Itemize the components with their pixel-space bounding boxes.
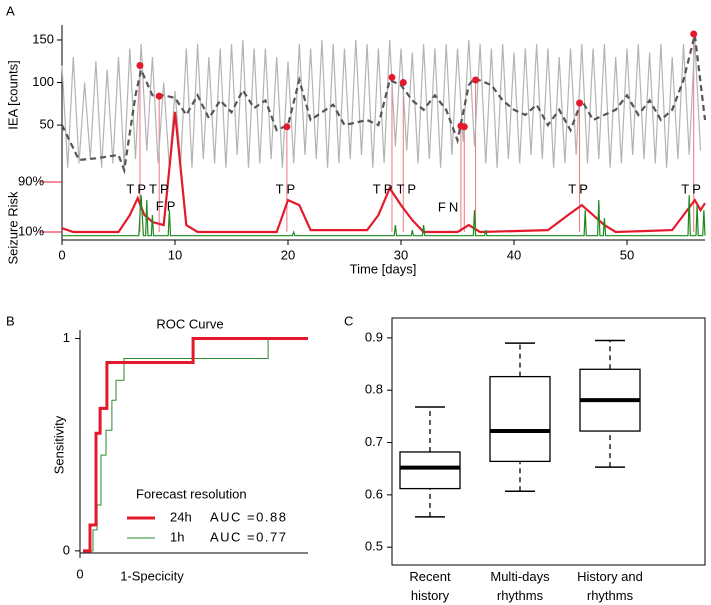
y-tick-label: 150	[32, 31, 54, 46]
series-line	[61, 39, 702, 168]
seizure-dot	[388, 73, 396, 81]
seizure-dot	[472, 76, 480, 84]
legend-auc: AUC =0.88	[210, 509, 287, 524]
annotation: TP	[568, 182, 591, 197]
chart-title: ROC Curve	[156, 316, 223, 331]
legend-label: 24h	[170, 509, 192, 524]
annotation: TP	[373, 182, 396, 197]
y-tick-label: 0.7	[365, 434, 383, 449]
x-tick-label: 20	[281, 247, 295, 262]
seizure-dot	[399, 79, 407, 87]
y-tick-label: 100	[32, 74, 54, 89]
seizure-dot	[576, 99, 584, 107]
seizure-dot	[460, 123, 468, 131]
seizure-dot	[136, 62, 144, 70]
seizure-dot	[690, 30, 698, 38]
c-frame	[391, 317, 706, 566]
annotation: FN	[438, 200, 461, 215]
seizure-dot	[283, 123, 291, 131]
x-tick-label: 0	[76, 566, 83, 581]
panel-label: B	[6, 313, 15, 328]
x-tick-label: Multi-days rhythms	[490, 569, 550, 603]
x-tick-label: 0	[58, 247, 65, 262]
y-axis-label: IEA [counts]	[5, 60, 20, 129]
y2-tick-label: 90%	[18, 173, 44, 188]
annotation: TP	[149, 182, 172, 197]
y-tick-label: 0.9	[365, 329, 383, 344]
y-tick-label: 0	[63, 542, 70, 557]
x-axis-label: Time [days]	[350, 261, 417, 276]
y-tick-label: 0.8	[365, 382, 383, 397]
x-tick-label: 10	[168, 247, 182, 262]
y2-axis-label: Seizure Risk	[5, 191, 20, 264]
legend-title: Forecast resolution	[136, 486, 247, 501]
x-axis-label: 1-Specicity	[120, 568, 184, 583]
legend-auc: AUC =0.77	[210, 529, 287, 544]
annotation: TP	[396, 182, 419, 197]
series-line	[61, 111, 706, 234]
y-tick-label: 0.6	[365, 486, 383, 501]
legend-label: 1h	[170, 529, 184, 544]
annotation: TP	[126, 182, 149, 197]
x-tick-label: Recent history	[409, 569, 451, 603]
x-tick-label: 40	[507, 247, 521, 262]
panel-label: A	[6, 3, 15, 18]
y-tick-label: 50	[40, 117, 54, 132]
y2-tick-label: 10%	[18, 223, 44, 238]
annotation: TP	[276, 182, 299, 197]
series-line	[62, 195, 706, 237]
annotation: TP	[681, 182, 704, 197]
x-tick-label: 50	[620, 247, 634, 262]
x-tick-label: History and rhythms	[577, 569, 643, 603]
box	[399, 451, 461, 490]
x-tick-label: 30	[394, 247, 408, 262]
y-tick-label: 1	[63, 330, 70, 345]
annotation: FP	[156, 198, 179, 213]
y-axis-label: Sensitivity	[51, 415, 66, 474]
roc-line	[83, 337, 308, 553]
roc-line	[83, 338, 308, 552]
y-tick-label: 0.5	[365, 539, 383, 554]
seizure-dot	[155, 92, 163, 100]
box	[489, 375, 551, 463]
panel-label: C	[344, 313, 353, 328]
